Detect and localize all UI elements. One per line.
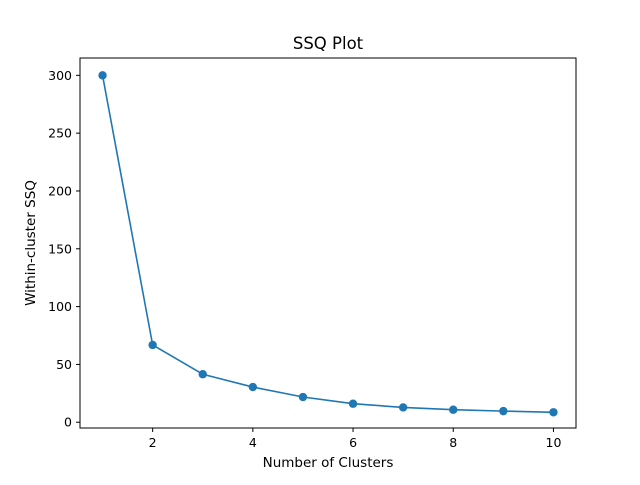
data-point xyxy=(549,408,558,417)
data-point xyxy=(348,399,358,408)
data-point xyxy=(248,382,258,392)
data-point xyxy=(98,71,107,80)
data-point xyxy=(148,340,157,350)
series-layer xyxy=(98,71,558,417)
x-tick-label: 10 xyxy=(546,435,562,450)
x-tick-label: 4 xyxy=(249,435,257,450)
x-tick-label: 2 xyxy=(149,435,157,450)
y-tick-label: 0 xyxy=(64,415,72,430)
y-tick-label: 100 xyxy=(48,299,72,314)
series-line xyxy=(101,75,554,414)
y-tick-label: 150 xyxy=(48,241,72,256)
y-tick-label: 250 xyxy=(48,126,72,141)
y-tick-label: 50 xyxy=(56,357,72,372)
chart-title: SSQ Plot xyxy=(293,34,364,53)
y-tick-label: 300 xyxy=(48,68,72,83)
data-point xyxy=(398,403,408,412)
y-tick-label: 200 xyxy=(48,183,72,198)
plot-frame xyxy=(79,57,577,429)
x-axis-ticks: 2 4 6 8 10 xyxy=(149,428,562,450)
x-tick-label: 8 xyxy=(449,435,457,450)
y-axis-label: Within-cluster SSQ xyxy=(23,180,39,306)
x-tick-label: 6 xyxy=(349,435,357,450)
data-point xyxy=(499,406,508,416)
y-axis-ticks: 0 50 100 150 200 250 300 xyxy=(48,68,80,430)
data-point xyxy=(198,370,207,379)
data-point xyxy=(298,392,308,402)
data-point xyxy=(449,405,458,414)
x-axis-label: Number of Clusters xyxy=(263,455,394,471)
